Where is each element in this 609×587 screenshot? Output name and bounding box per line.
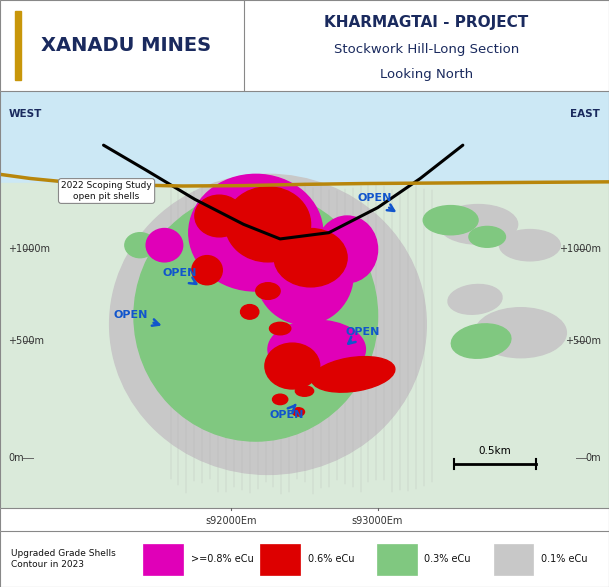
Text: OPEN: OPEN bbox=[163, 268, 197, 284]
Text: 0m: 0m bbox=[8, 453, 24, 463]
Text: 0.3% eCu: 0.3% eCu bbox=[424, 554, 471, 564]
Text: KHARMAGTAI - PROJECT: KHARMAGTAI - PROJECT bbox=[324, 15, 529, 31]
Ellipse shape bbox=[269, 322, 291, 335]
Bar bbox=[0, 91, 609, 183]
Ellipse shape bbox=[292, 408, 304, 416]
Text: +1000m: +1000m bbox=[559, 244, 601, 254]
Ellipse shape bbox=[451, 324, 511, 358]
Ellipse shape bbox=[274, 228, 347, 287]
Bar bbox=[15, 11, 21, 80]
Ellipse shape bbox=[192, 255, 222, 285]
Text: Upgraded Grade Shells
Contour in 2023: Upgraded Grade Shells Contour in 2023 bbox=[11, 549, 116, 569]
Text: +1000m: +1000m bbox=[8, 244, 50, 254]
Ellipse shape bbox=[423, 205, 478, 235]
Text: Looking North: Looking North bbox=[380, 68, 473, 81]
Ellipse shape bbox=[256, 224, 353, 325]
Ellipse shape bbox=[241, 305, 259, 319]
Ellipse shape bbox=[195, 195, 244, 237]
Ellipse shape bbox=[448, 285, 502, 314]
Text: XANADU MINES: XANADU MINES bbox=[41, 36, 211, 55]
Text: >=0.8% eCu: >=0.8% eCu bbox=[191, 554, 253, 564]
Ellipse shape bbox=[134, 191, 378, 441]
Ellipse shape bbox=[499, 230, 560, 261]
Text: 0.5km: 0.5km bbox=[479, 446, 511, 456]
Text: 0.1% eCu: 0.1% eCu bbox=[541, 554, 588, 564]
Ellipse shape bbox=[146, 321, 219, 379]
Ellipse shape bbox=[317, 216, 378, 283]
Ellipse shape bbox=[189, 174, 323, 291]
Ellipse shape bbox=[295, 386, 314, 396]
Bar bbox=[143, 544, 183, 575]
Bar bbox=[494, 544, 533, 575]
Text: s92000Em: s92000Em bbox=[206, 516, 257, 526]
Bar bbox=[260, 544, 300, 575]
Text: 0.6% eCu: 0.6% eCu bbox=[308, 554, 354, 564]
Text: Stockwork Hill-Long Section: Stockwork Hill-Long Section bbox=[334, 43, 519, 56]
Ellipse shape bbox=[256, 283, 280, 299]
Text: WEST: WEST bbox=[9, 109, 43, 119]
Text: +500m: +500m bbox=[565, 336, 601, 346]
Text: 2022 Scoping Study
open pit shells: 2022 Scoping Study open pit shells bbox=[61, 181, 152, 201]
Text: EAST: EAST bbox=[570, 109, 600, 119]
Ellipse shape bbox=[469, 227, 505, 247]
Ellipse shape bbox=[125, 232, 155, 258]
Ellipse shape bbox=[312, 357, 395, 392]
Text: s93000Em: s93000Em bbox=[352, 516, 403, 526]
Ellipse shape bbox=[110, 174, 426, 474]
Text: OPEN: OPEN bbox=[114, 310, 159, 326]
Text: OPEN: OPEN bbox=[357, 194, 394, 211]
Ellipse shape bbox=[225, 187, 311, 262]
Ellipse shape bbox=[146, 228, 183, 262]
Text: OPEN: OPEN bbox=[345, 327, 379, 344]
Ellipse shape bbox=[438, 204, 518, 244]
Text: OPEN: OPEN bbox=[269, 405, 303, 420]
Text: 0m: 0m bbox=[585, 453, 601, 463]
Bar bbox=[0, 183, 609, 508]
Ellipse shape bbox=[272, 394, 287, 404]
Text: +500m: +500m bbox=[8, 336, 44, 346]
Bar bbox=[377, 544, 417, 575]
Ellipse shape bbox=[475, 308, 566, 357]
Ellipse shape bbox=[268, 320, 365, 379]
Ellipse shape bbox=[265, 343, 320, 389]
Ellipse shape bbox=[152, 220, 238, 295]
